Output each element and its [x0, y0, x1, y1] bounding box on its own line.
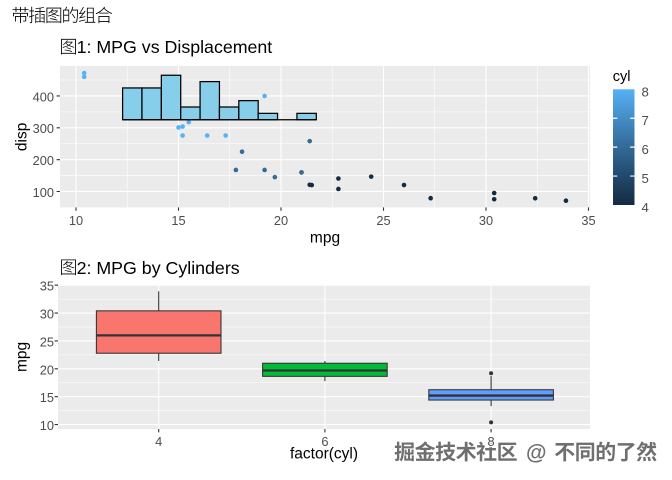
svg-text:cyl: cyl [613, 69, 631, 85]
svg-text:5: 5 [642, 171, 649, 186]
svg-text:6: 6 [642, 142, 649, 157]
svg-text:disp: disp [14, 123, 31, 151]
svg-text:30: 30 [40, 307, 54, 322]
svg-text:200: 200 [33, 153, 54, 168]
svg-text:4: 4 [155, 434, 162, 449]
svg-text:25: 25 [376, 213, 390, 228]
svg-text:@: @ [526, 442, 546, 465]
svg-text:10: 10 [40, 418, 54, 433]
svg-text:2: MPG by Cylinders: 2: MPG by Cylinders [77, 258, 240, 278]
svg-text:20: 20 [40, 362, 54, 377]
svg-text:25: 25 [40, 334, 54, 349]
svg-text:mpg: mpg [14, 342, 31, 372]
svg-text:1: MPG vs Displacement: 1: MPG vs Displacement [77, 37, 273, 57]
svg-text:15: 15 [171, 213, 185, 228]
svg-text:20: 20 [274, 213, 288, 228]
svg-text:@: @ [528, 443, 548, 466]
svg-text:factor(cyl): factor(cyl) [290, 445, 358, 462]
svg-text:7: 7 [642, 113, 649, 128]
svg-text:8: 8 [642, 84, 649, 99]
svg-text:6: 6 [321, 434, 328, 449]
svg-text:mpg: mpg [310, 230, 340, 247]
svg-text:4: 4 [642, 200, 649, 215]
svg-text:10: 10 [69, 213, 83, 228]
svg-text:8: 8 [488, 434, 495, 449]
svg-text:35: 35 [40, 279, 54, 294]
svg-text:35: 35 [581, 213, 595, 228]
svg-text:300: 300 [33, 121, 54, 136]
svg-text:30: 30 [479, 213, 493, 228]
svg-text:15: 15 [40, 390, 54, 405]
svg-text:400: 400 [33, 89, 54, 104]
svg-text:100: 100 [33, 185, 54, 200]
